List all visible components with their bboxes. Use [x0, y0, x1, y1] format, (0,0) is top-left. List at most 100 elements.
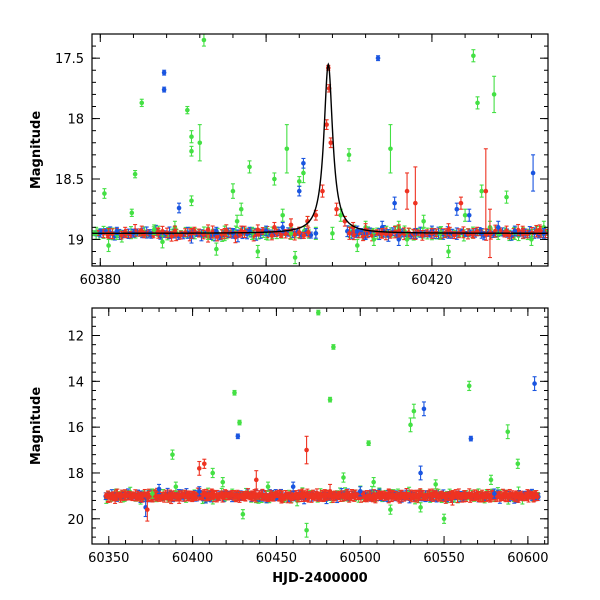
bottom-blue-point [235, 433, 241, 440]
top-green-point [462, 208, 468, 222]
bottom-green-point [210, 467, 216, 479]
bottom-green-point [316, 309, 321, 316]
bottom-red-point [386, 488, 392, 504]
top-green-point [491, 75, 497, 114]
top-green-point [129, 208, 135, 218]
top-y-tick-label: 18 [67, 113, 84, 128]
top-baseline-red-point [301, 231, 307, 239]
top-panel-data [92, 34, 548, 265]
bottom-red-point [196, 460, 202, 476]
top-red-point [334, 202, 339, 216]
top-blue-point [313, 227, 319, 239]
bottom-green-point [418, 502, 423, 513]
bottom-x-tick-label: 60450 [256, 551, 297, 566]
bottom-red-point [304, 435, 309, 465]
top-green-point [296, 176, 302, 187]
bottom-x-tick-label: 60400 [172, 551, 213, 566]
bottom-green-point [505, 424, 511, 440]
top-green-point [160, 235, 165, 249]
top-green-point [404, 232, 410, 247]
bottom-blue-point [492, 488, 497, 499]
bottom-green-point [327, 396, 333, 403]
top-blue-point [161, 86, 167, 93]
top-green-point [189, 145, 194, 157]
top-green-point [388, 124, 393, 174]
top-baseline-red-point [347, 226, 352, 240]
top-green-point [132, 169, 138, 179]
top-green-point [238, 202, 244, 216]
bottom-green-point [408, 417, 413, 433]
bottom-green-point [371, 477, 376, 488]
bottom-red-point [202, 458, 207, 469]
top-green-point [234, 214, 240, 228]
top-red-point [139, 225, 145, 237]
top-green-point [371, 232, 377, 247]
bottom-green-point [220, 477, 226, 488]
bottom-green-point [170, 449, 175, 460]
top-green-point [504, 190, 509, 204]
top-green-point [479, 184, 484, 198]
bottom-blue-point [357, 486, 363, 497]
top-green-point [201, 34, 207, 47]
top-green-point [355, 238, 360, 253]
bottom-y-tick-label: 12 [67, 329, 84, 344]
top-y-tick-label: 19 [67, 233, 84, 248]
top-blue-point [161, 69, 167, 76]
top-green-point [139, 98, 145, 108]
bottom-red-point [450, 490, 455, 506]
top-green-point [106, 238, 111, 253]
top-panel-ticks: 60380 60400 60420 17.5 18 18.5 19 [55, 33, 548, 288]
top-green-point [280, 208, 285, 222]
bottom-panel-ticks: 60350 60400 60450 60500 60550 60600 12 14 16 18 20 [67, 307, 549, 566]
bottom-green-point [341, 472, 346, 483]
bottom-green-point [150, 488, 155, 499]
bottom-red-point [145, 497, 150, 522]
top-panel-frame [91, 33, 549, 267]
top-green-point [255, 244, 261, 259]
top-red-point [172, 225, 178, 237]
top-y-tick-label: 17.5 [55, 52, 84, 67]
top-blue-point [454, 202, 460, 216]
top-green-point [272, 172, 277, 186]
bottom-green-point [237, 419, 242, 426]
top-panel: 60380 60400 60420 17.5 18 18.5 19 Magnitude [29, 33, 549, 288]
bottom-baseline-red-point [535, 492, 540, 502]
bottom-blue-point [532, 376, 537, 392]
top-red-point [255, 224, 261, 236]
top-green-point [247, 160, 252, 174]
top-green-point [292, 250, 298, 265]
bottom-x-tick-label: 60550 [423, 551, 464, 566]
top-red-point [288, 218, 294, 232]
top-green-point [197, 124, 203, 162]
bottom-y-tick-label: 18 [67, 467, 84, 482]
bottom-blue-point [418, 465, 423, 481]
top-red-point [404, 172, 410, 210]
top-baseline-red-point [306, 227, 311, 238]
top-blue-point [375, 55, 381, 62]
top-red-point [320, 184, 325, 198]
top-blue-point [512, 225, 518, 237]
top-red-point [446, 223, 451, 237]
bottom-green-point [232, 389, 237, 396]
bottom-panel-frame [91, 307, 549, 545]
top-green-point [475, 96, 480, 110]
top-blue-point [301, 157, 306, 169]
bottom-blue-point [196, 486, 202, 497]
top-baseline-red-point [383, 227, 389, 241]
top-baseline-red-point [515, 223, 521, 237]
bottom-panel: 60350 60400 60450 60500 60550 60600 12 14 16 18 20… [29, 307, 549, 586]
microlensing-model-curve [92, 62, 548, 234]
bottom-x-tick-label: 60350 [88, 551, 129, 566]
top-green-point [446, 244, 451, 259]
top-green-point [185, 105, 190, 115]
top-red-point [328, 137, 334, 149]
top-green-point [284, 124, 290, 174]
top-blue-point [392, 196, 397, 210]
bottom-x-axis-label: HJD-2400000 [272, 571, 367, 586]
bottom-x-tick-label: 60500 [340, 551, 381, 566]
bottom-green-point [466, 380, 472, 392]
top-blue-point [466, 208, 472, 222]
top-baseline-red-point [420, 229, 425, 241]
top-y-axis-label: Magnitude [29, 111, 44, 190]
top-green-point [214, 242, 219, 256]
